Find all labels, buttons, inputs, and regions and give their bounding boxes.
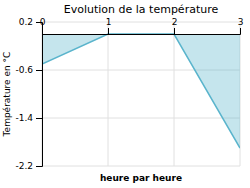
grid bbox=[42, 22, 240, 166]
chart: 0.2 -0.6 -1.4 -2.2 0 1 2 3 Evolution de la tempé… bbox=[0, 0, 250, 188]
tick-label: 1 bbox=[106, 17, 112, 27]
y-axis: 0.2 -0.6 -1.4 -2.2 bbox=[15, 17, 42, 171]
tick-label: -0.6 bbox=[15, 65, 33, 75]
tick: 3 bbox=[238, 17, 244, 34]
title: Evolution de la température bbox=[64, 3, 219, 16]
plot-area bbox=[42, 34, 240, 148]
tick-mark bbox=[36, 118, 42, 119]
tick: 2 bbox=[172, 17, 178, 34]
tick-mark bbox=[108, 28, 109, 34]
axis-line bbox=[43, 28, 241, 35]
tick-mark bbox=[174, 28, 175, 34]
tick-label: 0 bbox=[40, 17, 46, 27]
tick-label: -2.2 bbox=[15, 161, 33, 171]
grid-line bbox=[42, 118, 240, 119]
y-label: Température en °C bbox=[2, 52, 12, 138]
grid-line bbox=[108, 22, 109, 166]
tick: -2.2 bbox=[15, 161, 42, 171]
x-label: heure par heure bbox=[100, 173, 182, 183]
tick: -0.6 bbox=[15, 65, 42, 75]
tick-mark bbox=[42, 28, 43, 34]
tick-mark bbox=[36, 70, 42, 71]
tick-label: -1.4 bbox=[15, 113, 33, 123]
tick: -1.4 bbox=[15, 113, 42, 123]
grid-line bbox=[174, 22, 175, 166]
tick-label: 2 bbox=[172, 17, 178, 27]
grid-line bbox=[42, 166, 240, 167]
x-axis: 0 1 2 3 bbox=[40, 17, 244, 35]
tick-mark bbox=[36, 166, 42, 167]
tick-mark bbox=[240, 28, 241, 34]
line bbox=[42, 34, 240, 148]
tick-label: 0.2 bbox=[19, 17, 33, 27]
axis-line bbox=[36, 23, 43, 167]
tick: 0.2 bbox=[19, 17, 42, 27]
tick: 0 bbox=[40, 17, 46, 34]
grid-line bbox=[42, 22, 240, 23]
area bbox=[42, 34, 240, 148]
tick-label: 3 bbox=[238, 17, 244, 27]
tick: 1 bbox=[106, 17, 112, 34]
